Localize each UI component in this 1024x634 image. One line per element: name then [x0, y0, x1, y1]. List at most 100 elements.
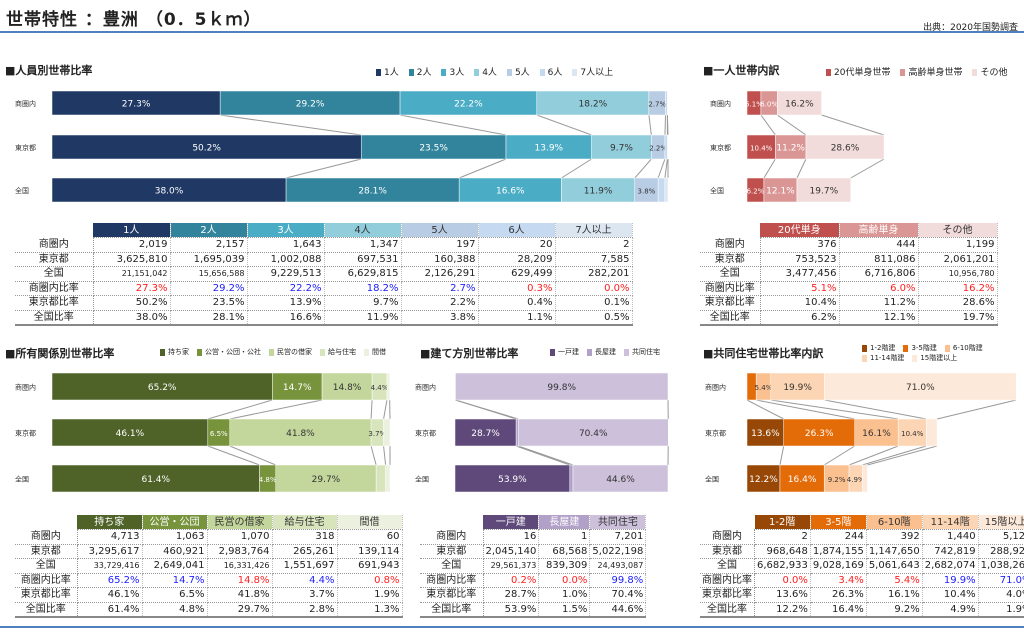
column-header: 給与住宅 — [272, 515, 338, 530]
table-cell: 13.6% — [754, 587, 811, 603]
data-label: 16.4% — [788, 475, 817, 485]
connector-line — [229, 399, 323, 420]
column-header: 3-5階 — [810, 515, 867, 530]
bar-segment-共同住宅 — [518, 418, 669, 447]
data-label: 9.7% — [610, 144, 633, 154]
table-cell: 2 — [555, 237, 633, 253]
table-row: 全国 29,561,373 839,309 24,493,087 — [420, 558, 647, 574]
bar-segment-持ち家 — [51, 464, 260, 493]
connector-line — [760, 114, 776, 136]
bar-segment-間借 — [386, 372, 390, 401]
table-row: 全国比率 6.2% 12.1% 19.7% — [700, 310, 998, 326]
table-header-row: 一戸建 長屋建 共同住宅 — [420, 515, 647, 530]
building-table: 一戸建 長屋建 共同住宅 商圏内 16 1 7,201 東京都 2,045,140 68,568 5… — [420, 515, 647, 618]
table-row: 東京都 968,648 1,874,155 1,147,650 742,819 288,9… — [700, 544, 1024, 559]
table-cell: 16 — [483, 529, 540, 545]
legend-label: 民営の借家 — [277, 348, 312, 356]
row-label: 東京都 — [420, 544, 484, 559]
table-row: 商圏内 4,713 1,063 1,070 318 60 — [15, 529, 403, 545]
table-row: 全国 33,729,416 2,649,041 16,331,426 1,551,697… — [15, 558, 403, 574]
bar-segment-2人 — [285, 177, 460, 203]
table-cell: 3.4% — [810, 573, 867, 588]
bar-segment-11-14階 — [848, 464, 863, 493]
column-header: 1人 — [93, 223, 171, 238]
table-cell: 1,551,697 — [272, 558, 338, 574]
legend-item: 給与住宅 — [320, 347, 356, 357]
data-label: 23.5% — [419, 144, 448, 154]
blank-header — [700, 223, 760, 238]
legend-item: 民営の借家 — [269, 347, 312, 357]
connector-line — [455, 399, 517, 420]
column-header: 一戸建 — [483, 515, 540, 530]
table-cell: 1.5% — [538, 602, 591, 618]
data-label: 14.7% — [283, 383, 312, 393]
table-cell: 3,295,617 — [77, 544, 143, 559]
bar-segment-1人 — [51, 134, 362, 160]
floors-section-title: ■共同住宅世帯比率内訳 — [703, 347, 824, 360]
data-label: 28.1% — [358, 187, 387, 197]
table-cell: 46.1% — [77, 587, 143, 603]
table-row: 商圏内比率 5.1% 6.0% 16.2% — [700, 281, 998, 296]
connector-line — [824, 399, 927, 420]
table-cell: 4.4% — [272, 573, 338, 588]
blank-header — [15, 515, 77, 530]
data-label: 28.6% — [831, 144, 860, 154]
table-cell: 460,921 — [142, 544, 208, 559]
column-header: 間借 — [337, 515, 403, 530]
row-label: 全国比率 — [700, 310, 761, 326]
row-label: 東京都 — [15, 429, 36, 438]
bar-segment-4人 — [591, 134, 652, 160]
connector-line — [777, 114, 807, 136]
table-cell: 24,493,087 — [589, 558, 647, 574]
table-cell: 16.6% — [247, 310, 325, 326]
bar-segment-高齢単身 — [763, 177, 798, 203]
table-cell: 2,649,041 — [142, 558, 208, 574]
connector-line — [518, 445, 574, 466]
table-cell: 23.5% — [170, 295, 248, 311]
data-label: 71.0% — [906, 383, 935, 393]
table-cell: 2,983,764 — [207, 544, 273, 559]
table-cell: 968,648 — [754, 544, 811, 559]
bar-segment-間借 — [383, 418, 391, 447]
bar-segment-1人 — [51, 90, 221, 116]
table-cell: 0.0% — [555, 281, 633, 296]
table-cell: 376 — [760, 237, 840, 253]
data-label: 6.2% — [747, 188, 765, 196]
table-cell: 6.2% — [760, 310, 840, 326]
column-header: 共同住宅 — [589, 515, 647, 530]
row-label: 商圏内 — [15, 529, 78, 545]
table-cell: 9.7% — [324, 295, 402, 311]
bar-segment-高齢単身 — [775, 134, 807, 160]
table-cell: 11.2% — [839, 295, 919, 311]
legend-label: 公営・公団・公社 — [205, 348, 261, 356]
table-row: 全国 3,477,456 6,716,806 10,956,780 — [700, 266, 998, 282]
row-label: 商圏内 — [700, 237, 761, 253]
table-row: 全国比率 38.0% 28.1% 16.6% 11.9% 3.8% 1.1% 0.5% — [15, 310, 633, 326]
table-cell: 5,061,643 — [866, 558, 923, 574]
table-cell: 29,561,373 — [483, 558, 540, 574]
table-cell: 53.9% — [483, 602, 540, 618]
table-cell: 27.3% — [93, 281, 171, 296]
bar-segment-5人 — [648, 90, 666, 116]
row-label: 全国 — [15, 558, 78, 574]
bar-segment-6人 — [657, 177, 666, 203]
data-label: 5.1% — [745, 101, 763, 109]
bar-segment-民営の借家 — [229, 418, 372, 447]
table-cell: 22.2% — [247, 281, 325, 296]
table-cell: 697,531 — [324, 252, 402, 267]
data-label: 16.6% — [496, 187, 525, 197]
table-cell: 392 — [866, 529, 923, 545]
table-cell: 0.3% — [478, 281, 556, 296]
data-label: 11.2% — [776, 144, 805, 154]
legend-swatch — [474, 69, 480, 76]
connector-line — [763, 158, 776, 179]
bar-segment-6-10階 — [854, 418, 899, 447]
legend-swatch — [624, 348, 629, 356]
connector-line — [821, 114, 885, 136]
legend-swatch — [972, 69, 978, 76]
legend-swatch — [269, 348, 274, 356]
data-label: 4.4% — [371, 384, 389, 392]
table-cell: 15,656,588 — [170, 266, 248, 282]
connector-line — [850, 158, 885, 179]
legend-item: 7人以上 — [572, 65, 613, 78]
